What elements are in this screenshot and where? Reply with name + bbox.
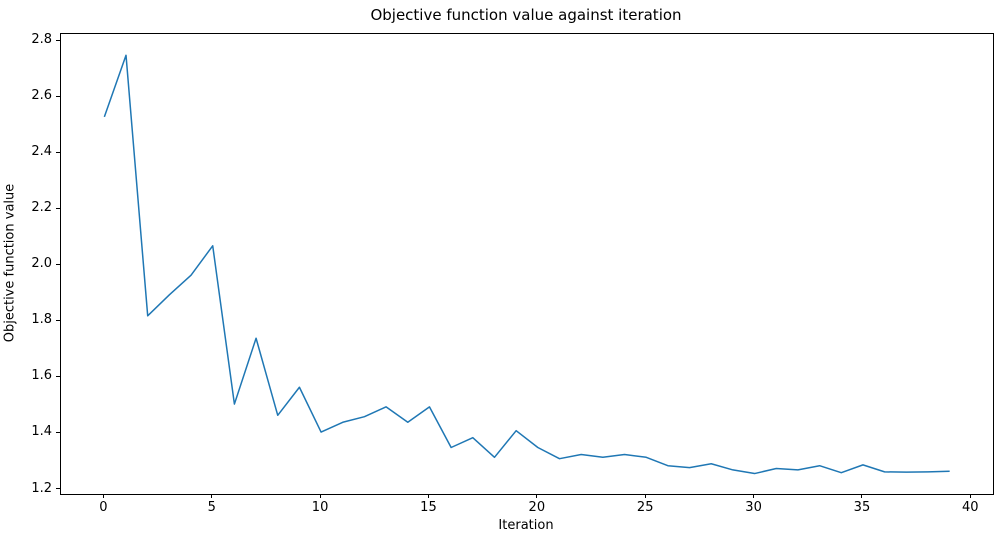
y-tick-mark [56, 95, 60, 97]
y-tick-label: 1.2 [31, 480, 52, 496]
x-tick-mark [536, 494, 538, 498]
y-tick-label: 1.6 [31, 368, 52, 384]
x-tick-label: 40 [962, 500, 979, 515]
series-line [103, 54, 950, 475]
x-axis-title: Iteration [498, 518, 554, 533]
y-tick-label: 2.2 [31, 200, 52, 216]
x-tick-mark [861, 494, 863, 498]
y-tick-mark [56, 151, 60, 153]
x-tick-mark [211, 494, 213, 498]
y-axis-title: Objective function value [2, 183, 18, 343]
x-tick-mark [753, 494, 755, 498]
chart-title: Objective function value against iterati… [370, 6, 682, 24]
x-tick-mark [644, 494, 646, 498]
x-tick-label: 15 [420, 500, 437, 515]
y-tick-mark [56, 319, 60, 321]
x-tick-label: 20 [528, 500, 546, 515]
y-tick-label: 1.4 [31, 424, 52, 440]
x-tick-mark [319, 494, 321, 498]
y-tick-label: 2.4 [31, 144, 52, 160]
y-tick-mark [56, 263, 60, 265]
x-tick-mark [427, 494, 429, 498]
x-tick-mark [969, 494, 971, 498]
x-tick-label: 5 [207, 500, 216, 515]
x-tick-mark [102, 494, 104, 498]
x-tick-label: 35 [853, 500, 871, 515]
y-tick-mark [56, 207, 60, 209]
y-tick-mark [56, 39, 60, 41]
plot-area [60, 33, 994, 495]
line-plot [103, 54, 950, 475]
y-tick-label: 2.6 [31, 88, 52, 104]
y-tick-label: 2.0 [31, 256, 52, 272]
y-tick-mark [56, 488, 60, 490]
x-tick-label: 25 [636, 500, 654, 515]
y-tick-label: 2.8 [31, 32, 52, 48]
x-tick-label: 0 [99, 500, 108, 515]
x-tick-label: 30 [745, 500, 762, 515]
x-tick-label: 10 [311, 500, 329, 515]
y-tick-mark [56, 431, 60, 433]
y-tick-label: 1.8 [31, 312, 52, 328]
y-tick-mark [56, 375, 60, 377]
